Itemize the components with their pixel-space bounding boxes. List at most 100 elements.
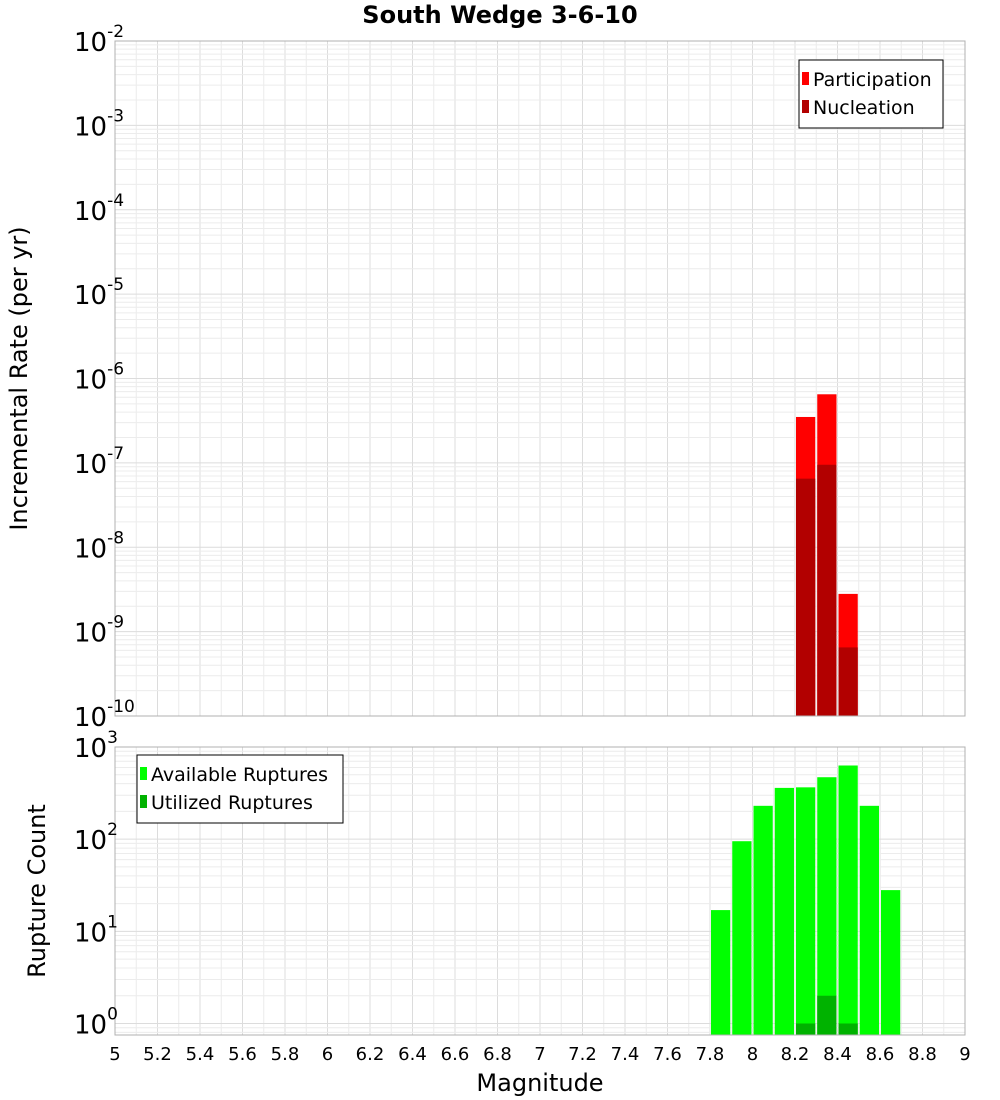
y-tick-label: 10-3 <box>74 106 124 142</box>
bottom-plot-frame <box>114 746 966 1036</box>
legend-frame <box>136 754 344 824</box>
legend-swatch <box>802 100 809 113</box>
x-tick-label: 7 <box>534 1044 545 1065</box>
x-tick-label: 6 <box>322 1044 333 1065</box>
y-tick-base: 10 <box>74 28 107 58</box>
y-tick-exponent: -7 <box>107 444 124 464</box>
top-grid <box>114 40 966 717</box>
x-tick-label: 7.6 <box>653 1044 682 1065</box>
y-tick-label: 10-9 <box>74 613 124 649</box>
y-tick-label: 102 <box>74 820 118 856</box>
x-tick-label: 7.4 <box>611 1044 640 1065</box>
x-tick-label: 8 <box>747 1044 758 1065</box>
chart-title: South Wedge 3-6-10 <box>362 1 637 29</box>
y-tick-label: 103 <box>74 728 118 764</box>
x-tick-label: 6.2 <box>356 1044 385 1065</box>
y-tick-exponent: 3 <box>107 728 118 748</box>
bottom-bars <box>711 765 901 1035</box>
y-tick-exponent: -2 <box>107 22 124 42</box>
y-tick-label: 101 <box>74 912 118 948</box>
x-tick-label: 8.2 <box>781 1044 810 1065</box>
legend-swatch <box>140 767 147 780</box>
y-tick-exponent: -9 <box>107 613 124 633</box>
legend-label: Participation <box>813 69 932 91</box>
bar-utilized-ruptures <box>796 1023 816 1035</box>
bar-available-ruptures <box>753 805 773 1035</box>
x-tick-label: 7.8 <box>696 1044 725 1065</box>
bar-nucleation <box>817 464 837 716</box>
x-tick-label: 8.8 <box>908 1044 937 1065</box>
x-tick-labels: 5 5.2 5.4 5.6 5.8 6 6.2 6.4 6.6 6.8 7 7.2 7.4 7.6 7.8 8… <box>109 1044 970 1065</box>
legend-label: Available Ruptures <box>151 764 328 786</box>
y-tick-exponent: 0 <box>107 1004 118 1024</box>
bar-utilized-ruptures <box>838 1023 858 1035</box>
x-tick-label: 5.4 <box>186 1044 215 1065</box>
bottom-legend: Available Ruptures Utilized Ruptures <box>136 754 344 824</box>
y-tick-base: 10 <box>74 281 107 311</box>
x-tick-label: 5 <box>109 1044 120 1065</box>
y-tick-exponent: -8 <box>107 528 124 548</box>
y-tick-exponent: -6 <box>107 360 124 380</box>
y-tick-exponent: 2 <box>107 820 118 840</box>
top-legend: Participation Nucleation <box>798 59 944 129</box>
x-tick-label: 8.6 <box>866 1044 895 1065</box>
bar-available-ruptures <box>881 890 901 1035</box>
x-axis-title: Magnitude <box>476 1069 603 1097</box>
bar-available-ruptures <box>711 910 731 1035</box>
bottom-y-axis-title: Rupture Count <box>23 804 51 978</box>
legend-swatch <box>802 72 809 85</box>
y-tick-base: 10 <box>74 112 107 142</box>
y-tick-exponent: -4 <box>107 191 124 211</box>
legend-label: Utilized Ruptures <box>151 792 313 814</box>
y-tick-base: 10 <box>74 619 107 649</box>
bar-available-ruptures <box>817 777 837 1035</box>
x-tick-label: 8.4 <box>823 1044 852 1065</box>
bar-utilized-ruptures <box>817 995 837 1035</box>
bar-available-ruptures <box>838 765 858 1035</box>
bar-nucleation <box>796 478 816 716</box>
y-tick-base: 10 <box>74 918 107 948</box>
x-tick-label: 6.8 <box>483 1044 512 1065</box>
y-tick-base: 10 <box>74 1010 107 1040</box>
y-tick-label: 10-5 <box>74 275 124 311</box>
y-tick-base: 10 <box>74 366 107 396</box>
x-tick-label: 5.6 <box>228 1044 257 1065</box>
y-tick-label: 10-7 <box>74 444 124 480</box>
y-tick-exponent: -5 <box>107 275 124 295</box>
y-tick-exponent: -10 <box>107 697 135 717</box>
legend-swatch <box>140 795 147 808</box>
y-tick-exponent: -3 <box>107 106 124 126</box>
top-bars <box>796 394 858 716</box>
y-tick-label: 10-10 <box>74 697 135 733</box>
top-y-axis-title: Incremental Rate (per yr) <box>5 226 33 530</box>
y-tick-base: 10 <box>74 826 107 856</box>
top-plot-frame <box>114 40 966 717</box>
x-tick-label: 5.2 <box>143 1044 172 1065</box>
y-tick-base: 10 <box>74 734 107 764</box>
x-tick-label: 6.4 <box>398 1044 427 1065</box>
x-tick-label: 7.2 <box>568 1044 597 1065</box>
x-tick-label: 6.6 <box>441 1044 470 1065</box>
y-tick-base: 10 <box>74 534 107 564</box>
bar-available-ruptures <box>774 787 794 1035</box>
y-tick-label: 10-4 <box>74 191 124 227</box>
bar-available-ruptures <box>796 787 816 1035</box>
y-tick-exponent: 1 <box>107 912 118 932</box>
y-tick-label: 10-2 <box>74 22 124 58</box>
bar-nucleation <box>838 647 858 716</box>
y-tick-base: 10 <box>74 703 107 733</box>
bar-available-ruptures <box>859 805 879 1035</box>
y-tick-label: 10-8 <box>74 528 124 564</box>
x-tick-label: 9 <box>959 1044 970 1065</box>
x-tick-label: 5.8 <box>271 1044 300 1065</box>
y-tick-base: 10 <box>74 450 107 480</box>
y-tick-label: 100 <box>74 1004 118 1040</box>
bar-available-ruptures <box>732 841 752 1035</box>
y-tick-base: 10 <box>74 197 107 227</box>
y-tick-label: 10-6 <box>74 360 124 396</box>
